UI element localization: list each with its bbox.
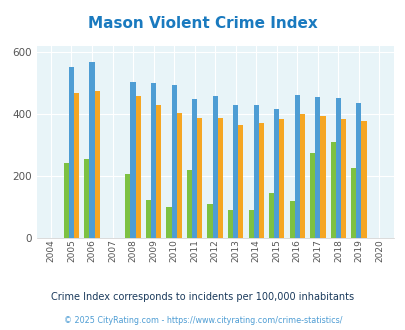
Bar	[207, 204, 212, 238]
Bar	[197, 118, 202, 238]
Bar	[350, 168, 356, 238]
Text: © 2025 CityRating.com - https://www.cityrating.com/crime-statistics/: © 2025 CityRating.com - https://www.city…	[64, 315, 341, 325]
Bar	[340, 119, 345, 238]
Bar	[156, 105, 161, 238]
Bar	[64, 163, 69, 238]
Bar	[69, 67, 74, 238]
Bar	[186, 170, 192, 238]
Bar	[279, 119, 284, 238]
Bar	[151, 83, 156, 238]
Bar	[135, 96, 141, 238]
Bar	[360, 121, 366, 238]
Bar	[228, 211, 232, 238]
Bar	[125, 174, 130, 238]
Bar	[258, 123, 263, 238]
Bar	[248, 210, 253, 238]
Bar	[74, 92, 79, 238]
Bar	[330, 142, 335, 238]
Bar	[89, 62, 94, 238]
Bar	[273, 110, 279, 238]
Bar	[84, 159, 89, 238]
Bar	[320, 115, 325, 238]
Bar	[294, 95, 299, 238]
Bar	[212, 96, 217, 238]
Text: Crime Index corresponds to incidents per 100,000 inhabitants: Crime Index corresponds to incidents per…	[51, 292, 354, 302]
Bar	[356, 103, 360, 238]
Bar	[94, 91, 100, 238]
Text: Mason Violent Crime Index: Mason Violent Crime Index	[88, 16, 317, 31]
Bar	[192, 99, 197, 238]
Bar	[289, 201, 294, 238]
Bar	[130, 82, 135, 238]
Bar	[232, 105, 238, 238]
Bar	[309, 153, 315, 238]
Bar	[299, 114, 304, 238]
Bar	[166, 207, 171, 238]
Bar	[269, 193, 273, 238]
Bar	[335, 98, 340, 238]
Bar	[238, 125, 243, 238]
Bar	[171, 85, 176, 238]
Bar	[253, 105, 258, 238]
Bar	[176, 113, 181, 238]
Bar	[145, 200, 151, 238]
Bar	[217, 118, 222, 238]
Bar	[315, 97, 320, 238]
